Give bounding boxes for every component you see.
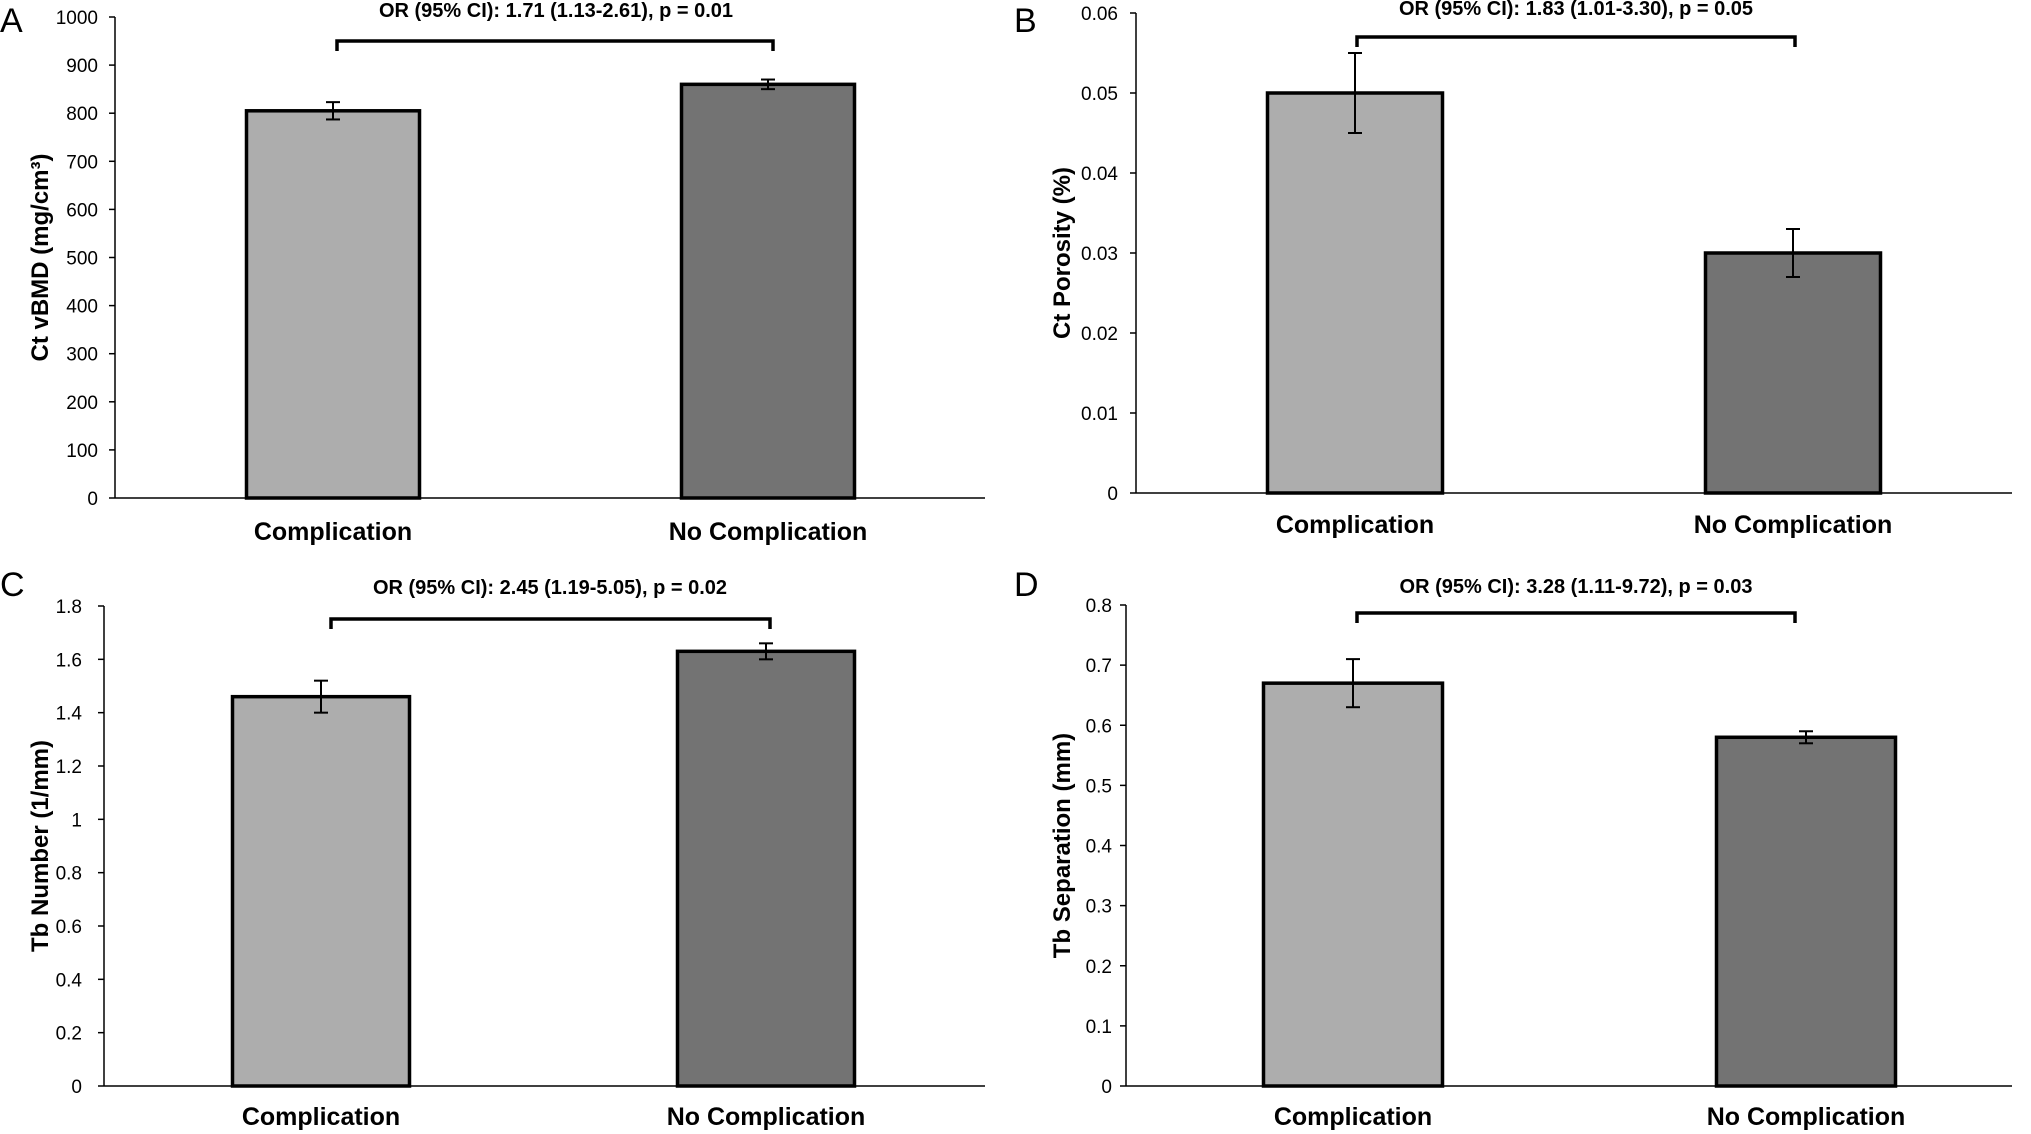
x-category-label: Complication [1274,1103,1432,1131]
y-tick-label: 0.4 [1086,837,1113,858]
bar-no-complication [1714,735,1898,1088]
y-tick-label: 0.05 [1081,84,1118,105]
bar-complication [1261,681,1445,1088]
panel-letter: B [1014,2,1037,40]
y-tick-label: 0 [71,1077,82,1098]
significance-bracket [335,39,775,51]
chart-panel-a: A 0 100 200 300 400 500 600 700 800 900 1000 Ct vBMD… [0,0,985,546]
chart-panel-b: B 0 0.01 0.02 0.03 0.04 0.05 0.06 Ct Porosity (%… [1014,0,2012,539]
y-tick-label: 0.01 [1081,404,1118,425]
y-tick-label: 0.04 [1081,164,1118,185]
bar-complication [1265,91,1445,495]
y-tick-label: 1.6 [56,650,82,671]
y-tick-label: 0.03 [1081,244,1118,265]
y-tick-label: 0.8 [56,864,82,885]
panel-letter: D [1014,566,1039,604]
panel-letter: A [0,2,23,40]
y-tick-label: 900 [66,56,98,77]
y-tick-label: 1.8 [56,597,82,618]
y-tick-label: 0.02 [1081,324,1118,345]
y-tick-label: 0.6 [56,917,82,938]
bar-complication [244,109,422,500]
x-category-label: No Complication [1694,511,1893,539]
y-tick-label: 800 [66,104,98,125]
bar-no-complication [679,82,857,500]
y-tick-label: 600 [66,200,98,221]
y-tick-label: 100 [66,441,98,462]
y-tick-label: 1.4 [56,704,83,725]
significance-bracket [1355,35,1797,47]
significance-bracket [329,617,772,629]
y-tick-label: 0.06 [1081,4,1118,25]
odds-ratio-annotation: OR (95% CI): 1.83 (1.01-3.30), p = 0.05 [1399,0,1753,20]
y-tick-label: 0.6 [1086,716,1112,737]
x-category-label: No Complication [1707,1103,1906,1131]
chart-panel-c: C 0 0.2 0.4 0.6 0.8 1 1.2 1.4 1.6 1.8 Tb Number (1/… [0,566,985,1131]
odds-ratio-annotation: OR (95% CI): 2.45 (1.19-5.05), p = 0.02 [373,577,727,599]
x-category-label: No Complication [667,1103,866,1131]
y-tick-label: 0.4 [56,970,83,991]
y-tick-label: 1.2 [56,757,82,778]
bar-no-complication [1703,251,1883,495]
x-category-label: Complication [1276,511,1434,539]
y-tick-label: 0 [1107,484,1118,505]
y-axis-label: Tb Separation (mm) [1049,733,1076,958]
y-axis-label: Ct Porosity (%) [1049,167,1076,339]
y-tick-label: 300 [66,345,98,366]
y-tick-label: 0.2 [56,1024,82,1045]
y-tick-label: 1000 [56,8,98,29]
bar-no-complication [675,649,857,1088]
y-tick-label: 500 [66,249,98,270]
panel-letter: C [0,566,25,604]
y-tick-label: 0.7 [1086,656,1112,677]
y-tick-label: 0.1 [1086,1017,1112,1038]
y-tick-label: 700 [66,152,98,173]
y-tick-label: 200 [66,393,98,414]
significance-bracket [1355,611,1797,623]
y-tick-label: 1 [71,810,82,831]
x-category-label: Complication [242,1103,400,1131]
y-tick-label: 0.8 [1086,596,1112,617]
odds-ratio-annotation: OR (95% CI): 3.28 (1.11-9.72), p = 0.03 [1400,576,1753,598]
chart-panel-d: D 0 0.1 0.2 0.3 0.4 0.5 0.6 0.7 0.8 Tb Separation … [1014,566,2012,1131]
x-category-label: Complication [254,518,412,546]
y-tick-label: 0.5 [1086,776,1112,797]
y-axis-label: Ct vBMD (mg/cm³) [27,154,54,362]
y-tick-label: 0.2 [1086,957,1112,978]
y-tick-label: 0 [87,489,98,510]
y-axis-label: Tb Number (1/mm) [27,740,54,952]
x-category-label: No Complication [669,518,868,546]
y-tick-label: 0 [1101,1077,1112,1098]
odds-ratio-annotation: OR (95% CI): 1.71 (1.13-2.61), p = 0.01 [379,0,733,22]
bar-complication [230,694,412,1088]
y-tick-label: 400 [66,297,98,318]
y-tick-label: 0.3 [1086,897,1112,918]
